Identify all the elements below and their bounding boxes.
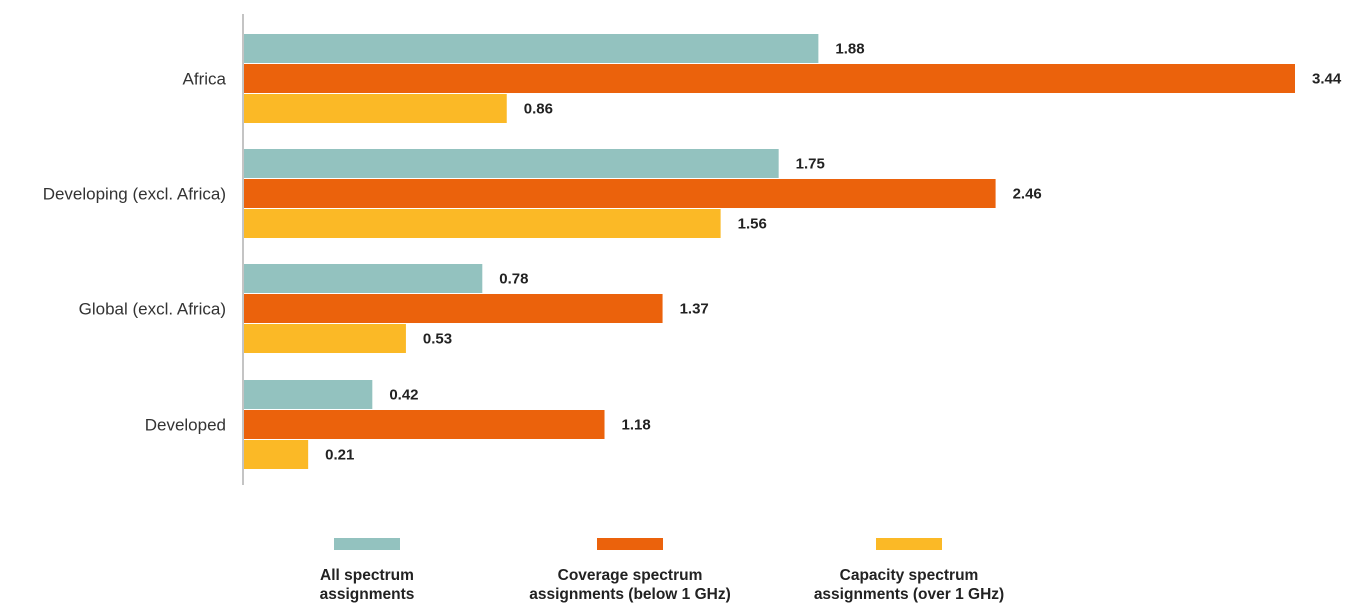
value-label-africa-series-1: 3.44 <box>1312 71 1342 88</box>
bar-africa-series-0 <box>244 34 819 63</box>
value-label-developing-excl-africa-series-1: 2.46 <box>1013 186 1042 203</box>
value-label-developed-series-0: 0.42 <box>389 387 418 404</box>
value-label-africa-series-0: 1.88 <box>835 41 864 58</box>
value-label-africa-series-2: 0.86 <box>524 101 553 118</box>
bars-group <box>244 34 1295 469</box>
bar-africa-series-1 <box>244 64 1295 93</box>
bar-africa-series-2 <box>244 94 507 123</box>
legend-swatch-all <box>334 538 400 550</box>
bar-global-excl-africa-series-2 <box>244 324 406 353</box>
category-label-developed: Developed <box>145 416 226 435</box>
legend-swatch-coverage <box>597 538 663 550</box>
value-label-developing-excl-africa-series-0: 1.75 <box>796 156 825 173</box>
category-label-africa: Africa <box>183 70 227 89</box>
legend-swatch-capacity <box>876 538 942 550</box>
legend-label-coverage-line1: Coverage spectrum <box>557 567 703 584</box>
bar-developing-excl-africa-series-0 <box>244 149 779 178</box>
legend-item-capacity: Capacity spectrum assignments (over 1 GH… <box>779 538 1039 604</box>
legend-label-all-line1: All spectrum <box>320 567 414 584</box>
value-label-global-excl-africa-series-1: 1.37 <box>680 301 709 318</box>
category-label-global-excl-africa: Global (excl. Africa) <box>79 300 226 319</box>
value-label-developing-excl-africa-series-2: 1.56 <box>738 216 767 233</box>
legend: All spectrum assignments Coverage spectr… <box>0 538 1349 610</box>
bar-developed-series-0 <box>244 380 373 409</box>
legend-label-capacity-line1: Capacity spectrum <box>839 567 979 584</box>
bar-developed-series-1 <box>244 410 605 439</box>
legend-item-coverage: Coverage spectrum assignments (below 1 G… <box>500 538 760 604</box>
category-label-developing-excl-africa: Developing (excl. Africa) <box>43 185 226 204</box>
legend-label-capacity-line2: assignments (over 1 GHz) <box>813 586 1005 603</box>
legend-label-all-line2: assignments <box>319 586 415 603</box>
value-label-global-excl-africa-series-0: 0.78 <box>499 271 528 288</box>
legend-item-all: All spectrum assignments <box>237 538 497 604</box>
value-label-developed-series-1: 1.18 <box>622 417 651 434</box>
bar-global-excl-africa-series-1 <box>244 294 663 323</box>
bar-developing-excl-africa-series-2 <box>244 209 721 238</box>
legend-label-coverage-line2: assignments (below 1 GHz) <box>529 586 731 603</box>
bar-developing-excl-africa-series-1 <box>244 179 996 208</box>
value-label-global-excl-africa-series-2: 0.53 <box>423 331 452 348</box>
value-label-developed-series-2: 0.21 <box>325 447 354 464</box>
bar-global-excl-africa-series-0 <box>244 264 483 293</box>
bar-developed-series-2 <box>244 440 309 469</box>
labels-group: Africa 1.88 3.44 0.86 Developing (excl. Afri… <box>43 41 1342 464</box>
